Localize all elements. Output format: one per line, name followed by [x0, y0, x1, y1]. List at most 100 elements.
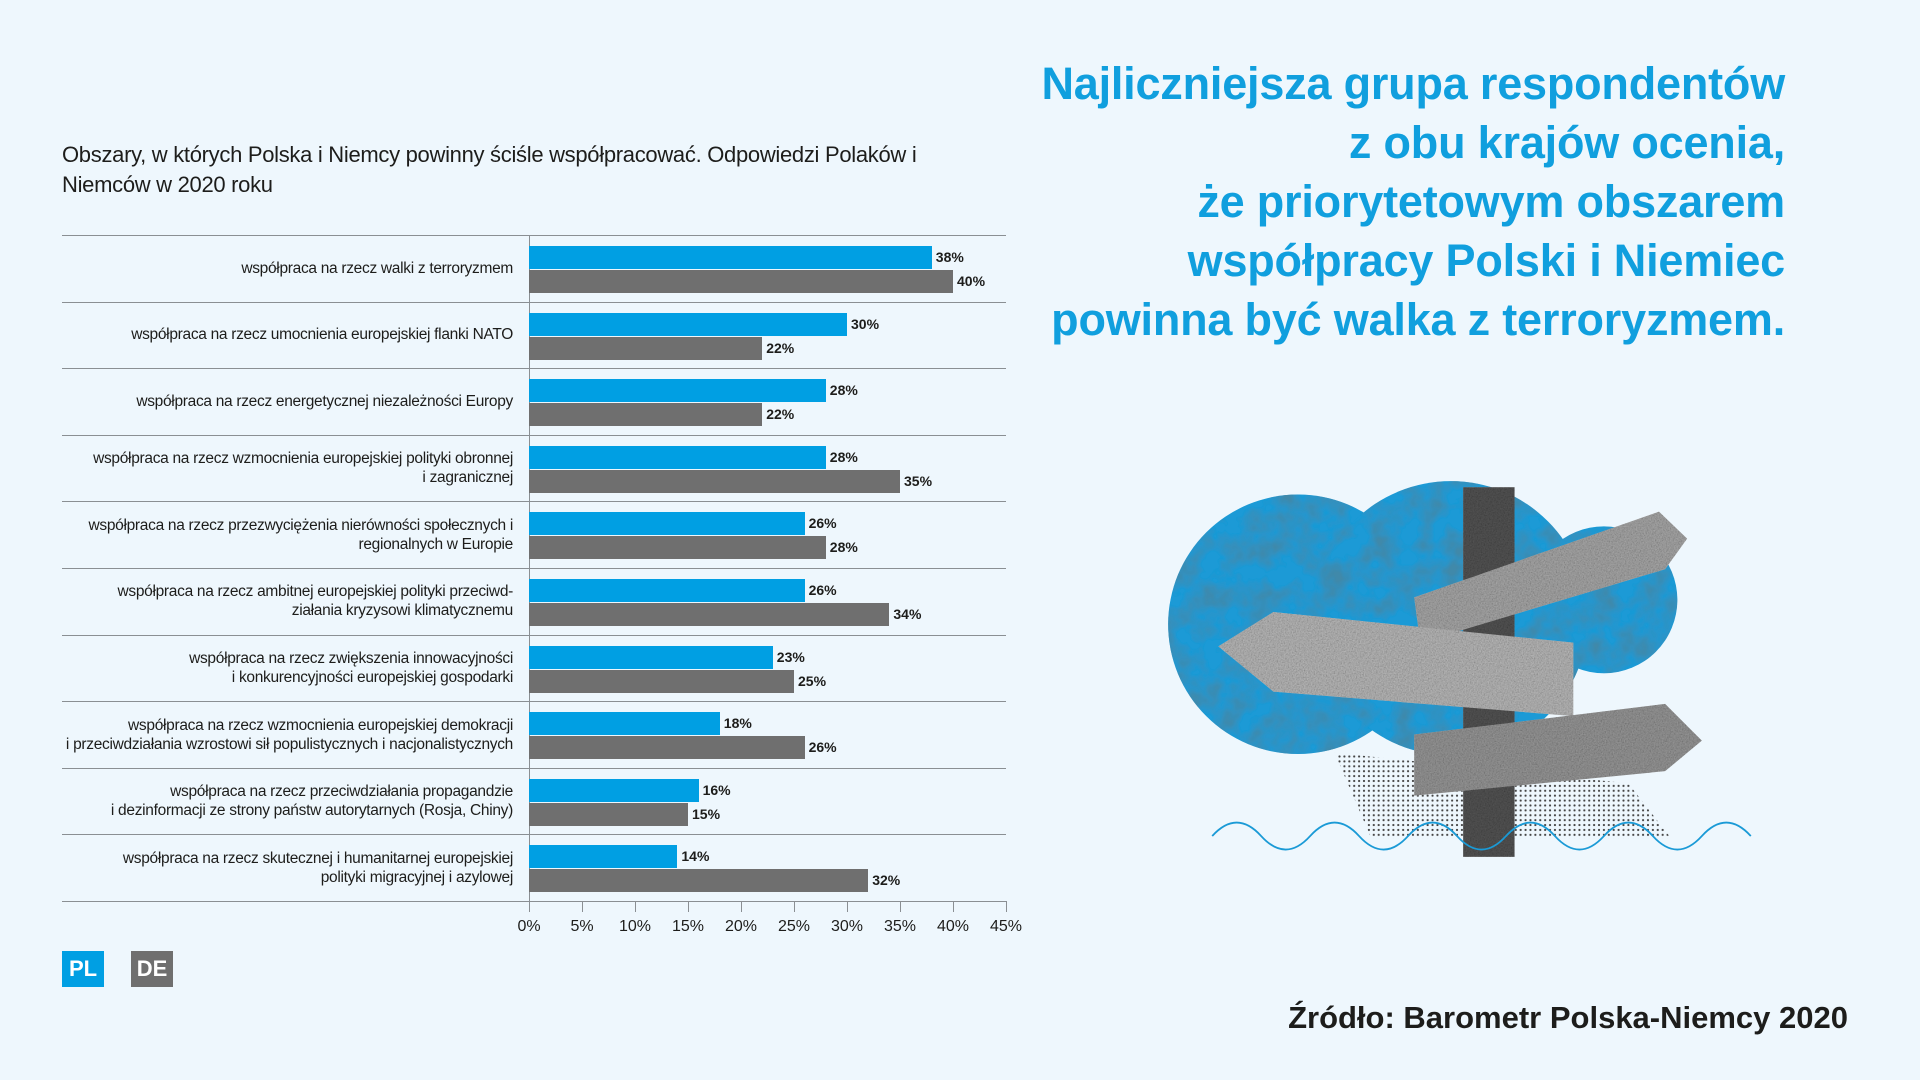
category-label: współpraca na rzecz wzmocnienia europejs… — [43, 449, 513, 487]
value-label-pl: 26% — [808, 582, 837, 598]
bar-de — [529, 669, 794, 693]
wave-line — [1211, 821, 1752, 851]
value-label-pl: 30% — [851, 315, 880, 332]
category-label: współpraca na rzecz wzmocnienia europejs… — [43, 716, 513, 754]
bar-de — [529, 469, 900, 493]
category-label-line: współpraca na rzecz zwiększenia innowacy… — [189, 649, 513, 667]
chart-title: Obszary, w których Polska i Niemcy powin… — [62, 142, 917, 197]
category-label-line: współpraca na rzecz wzmocnienia europejs… — [93, 450, 513, 468]
bar-pl — [529, 379, 826, 403]
category-label: współpraca na rzecz zwiększenia innowacy… — [43, 649, 513, 687]
value-label-de: 40% — [957, 273, 986, 289]
headline-line: współpracy Polski i Niemiec — [1187, 235, 1786, 286]
bar-de — [529, 270, 953, 293]
category-label-line: współpraca na rzecz ambitnej europejskie… — [117, 583, 513, 601]
bar-pl — [529, 845, 678, 869]
category-label-line: współpraca na rzecz umocnienia europejsk… — [131, 326, 513, 344]
x-tick-label: 10% — [618, 918, 652, 935]
value-label-pl: 18% — [723, 715, 752, 732]
x-tick — [635, 901, 636, 912]
x-tick — [582, 901, 583, 912]
bar-pl — [529, 246, 932, 269]
value-label-de: 22% — [766, 339, 795, 356]
category-label-line: współpraca na rzecz energetycznej niezal… — [136, 393, 513, 410]
value-label-pl: 38% — [935, 249, 964, 265]
x-tick — [794, 901, 795, 912]
value-label-pl: 26% — [808, 515, 837, 532]
value-label-de: 32% — [872, 872, 901, 889]
bar-de — [529, 403, 763, 427]
x-tick — [741, 901, 742, 912]
y-axis-line — [529, 235, 530, 911]
value-label-de: 35% — [904, 472, 933, 489]
headline-line: Najliczniejsza grupa respondentów — [1041, 58, 1785, 109]
bar-pl — [529, 645, 773, 669]
headline-line: że priorytetowym obszarem — [1197, 176, 1785, 227]
x-tick — [847, 901, 848, 912]
value-label-pl: 28% — [829, 382, 858, 399]
x-tick-label: 40% — [936, 918, 970, 935]
category-label-line: i dezinformacji ze strony państw autoryt… — [110, 802, 513, 820]
bar-de — [529, 802, 688, 826]
signpost-illustration — [1168, 481, 1752, 857]
bar-pl — [529, 445, 826, 469]
value-label-pl: 16% — [702, 781, 731, 798]
bar-pl — [529, 778, 699, 802]
value-label-pl: 14% — [681, 848, 710, 865]
category-label-line: współpraca na rzecz skutecznej i humanit… — [122, 849, 513, 867]
bar-pl — [529, 579, 805, 602]
bar-pl — [529, 712, 720, 736]
bar-pl — [529, 312, 847, 336]
value-label-pl: 28% — [829, 448, 858, 465]
source-note: Źródło: Barometr Polska-Niemcy 2020 — [1288, 1000, 1848, 1035]
category-label: współpraca na rzecz umocnienia europejsk… — [43, 325, 513, 344]
category-label: współpraca na rzecz skutecznej i humanit… — [43, 849, 513, 887]
headline: Najliczniejsza grupa respondentów z obu … — [885, 54, 1785, 349]
value-label-de: 25% — [798, 672, 827, 689]
row-divider — [62, 768, 1006, 769]
category-label-line: i zagranicznej — [422, 469, 513, 487]
x-tick-label: 45% — [989, 918, 1023, 935]
row-divider — [62, 635, 1006, 636]
category-label-line: i konkurencyjności europejskiej gospodar… — [231, 668, 514, 686]
x-tick-label: 20% — [724, 918, 758, 935]
headline-line: z obu krajów ocenia, — [1348, 117, 1785, 168]
value-label-de: 15% — [692, 805, 721, 822]
bar-de — [529, 603, 890, 626]
x-tick — [1006, 901, 1007, 912]
x-tick — [953, 901, 954, 912]
category-label: współpraca na rzecz ambitnej europejskie… — [43, 582, 513, 620]
category-label: współpraca na rzecz przeciwdziałania pro… — [43, 782, 513, 820]
x-tick — [529, 901, 530, 912]
value-label-de: 34% — [893, 606, 922, 622]
category-label: współpraca na rzecz walki z terroryzmem — [43, 259, 513, 278]
x-tick-label: 25% — [777, 918, 811, 935]
bar-de — [529, 336, 763, 360]
headline-line: powinna być walka z terroryzmem. — [1051, 294, 1785, 345]
row-divider — [62, 302, 1006, 303]
row-divider — [62, 701, 1006, 702]
bar-de — [529, 736, 805, 760]
row-divider — [62, 235, 1006, 236]
row-divider — [62, 501, 1006, 502]
row-divider — [62, 435, 1006, 436]
category-label-line: polityki migracyjnej i azylowej — [320, 868, 514, 886]
legend-pl: PL — [62, 951, 104, 987]
value-label-de: 28% — [829, 539, 858, 556]
row-divider — [62, 368, 1006, 369]
category-label-line: regionalnych w Europie — [358, 535, 513, 553]
category-label-line: i przeciwdziałania wzrostowi sił populis… — [65, 735, 513, 753]
x-tick-label: 5% — [570, 918, 594, 935]
x-tick — [688, 901, 689, 912]
category-label: współpraca na rzecz energetycznej niezal… — [43, 392, 513, 411]
x-tick-label: 15% — [671, 918, 705, 935]
bar-de — [529, 536, 826, 560]
category-label-line: współpraca na rzecz wzmocnienia europejs… — [128, 716, 513, 734]
x-tick-label: 35% — [883, 918, 917, 935]
bar-de — [529, 869, 869, 893]
category-label-line: współpraca na rzecz przeciwdziałania pro… — [170, 783, 513, 801]
row-divider — [62, 834, 1006, 835]
row-divider — [62, 568, 1006, 569]
x-tick-label: 0% — [517, 918, 541, 935]
